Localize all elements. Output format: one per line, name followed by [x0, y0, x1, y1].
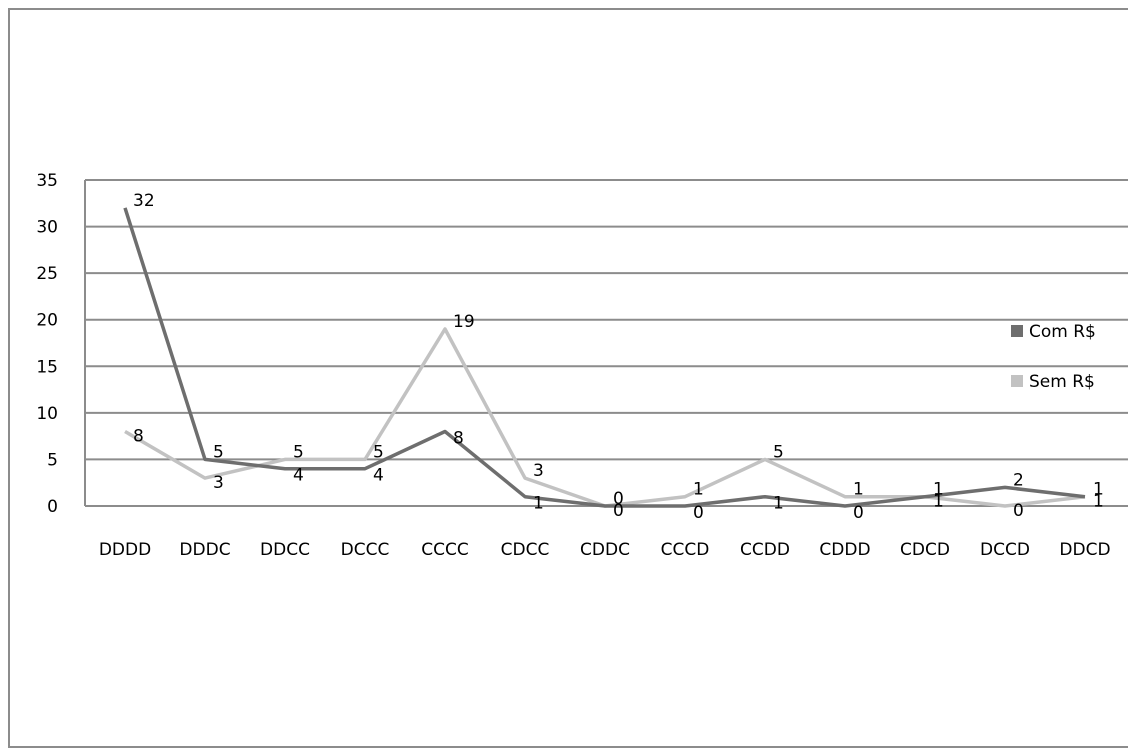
x-tick-label: CCCD — [661, 540, 710, 560]
x-tick-label: DDDD — [99, 540, 151, 560]
data-label: 5 — [773, 442, 784, 462]
y-tick-label: 0 — [47, 497, 58, 517]
y-tick-label: 15 — [36, 357, 58, 377]
data-label: 8 — [133, 426, 144, 446]
data-label: 4 — [373, 466, 384, 486]
x-tick-label: CDCD — [900, 540, 950, 560]
gridlines — [85, 179, 1128, 507]
x-tick-label: DDCC — [260, 540, 310, 560]
data-label: 0 — [1013, 501, 1024, 521]
data-label: 1 — [1093, 480, 1104, 500]
data-label: 0 — [613, 501, 624, 521]
y-tick-label: 5 — [47, 450, 58, 470]
x-tick-label: DDCD — [1059, 540, 1110, 560]
legend-swatch-com — [1011, 325, 1023, 337]
data-label: 0 — [613, 489, 624, 509]
y-axis: 0 5 10 15 20 25 30 35 — [36, 171, 86, 517]
y-tick-label: 30 — [36, 218, 58, 238]
x-axis: DDDD DDDC DDCC DCCC CCCC CDCC CDDC CCCD CCDD CDDD… — [99, 540, 1111, 560]
data-label: 0 — [693, 503, 704, 523]
data-label: 2 — [1013, 470, 1024, 490]
series-lines — [123, 207, 1086, 508]
legend: Com R$ Sem R$ — [1011, 322, 1096, 392]
y-tick-label: 20 — [36, 311, 58, 331]
data-label: 4 — [293, 466, 304, 486]
x-tick-label: DCCC — [341, 540, 390, 560]
legend-label-com: Com R$ — [1029, 322, 1096, 342]
x-tick-label: DCCD — [980, 540, 1030, 560]
data-label: 0 — [853, 503, 864, 523]
y-tick-label: 10 — [36, 404, 58, 424]
x-tick-label: CDDC — [580, 540, 630, 560]
data-label: 1 — [933, 480, 944, 500]
data-label: 1 — [773, 494, 784, 514]
y-tick-label: 25 — [36, 264, 58, 284]
data-label: 5 — [293, 442, 304, 462]
data-label: 1 — [533, 494, 544, 514]
legend-swatch-sem — [1011, 375, 1023, 387]
legend-label-sem: Sem R$ — [1029, 372, 1095, 392]
x-tick-label: CDCC — [501, 540, 550, 560]
x-tick-label: CDDD — [819, 540, 870, 560]
data-label: 3 — [213, 473, 224, 493]
data-label: 3 — [533, 461, 544, 481]
data-label: 8 — [453, 428, 464, 448]
x-tick-label: DDDC — [179, 540, 230, 560]
data-label: 19 — [453, 312, 475, 332]
data-label: 1 — [933, 492, 944, 512]
data-label: 1 — [1093, 492, 1104, 512]
data-label: 32 — [133, 191, 155, 211]
series-line-com — [123, 207, 1086, 508]
x-tick-label: CCDD — [740, 540, 790, 560]
data-label: 5 — [373, 442, 384, 462]
y-tick-label: 35 — [36, 171, 58, 191]
data-label: 1 — [693, 480, 704, 500]
x-tick-label: CCCC — [421, 540, 468, 560]
data-label: 5 — [213, 442, 224, 462]
data-label: 1 — [853, 480, 864, 500]
